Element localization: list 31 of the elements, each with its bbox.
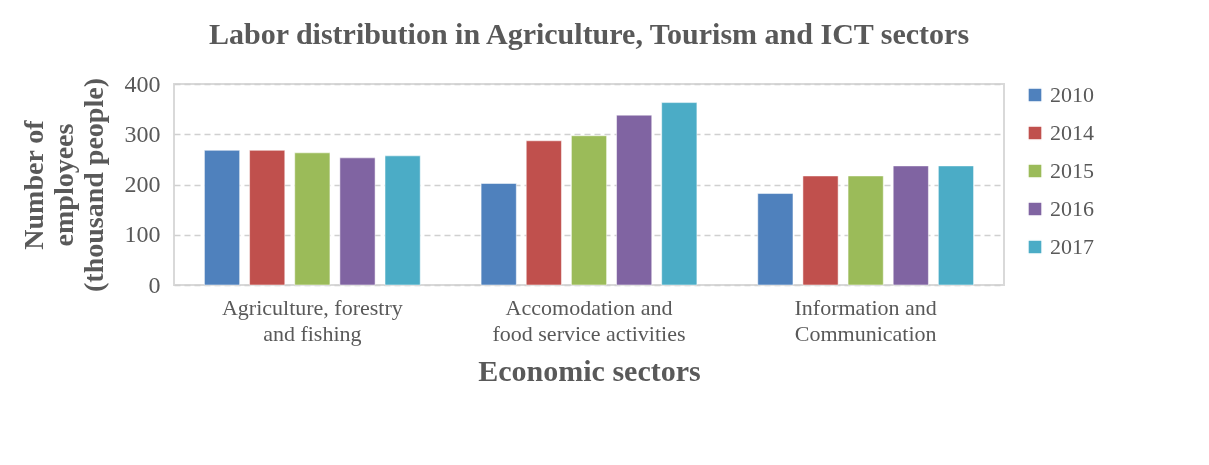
x-axis-title: Economic sectors bbox=[478, 353, 701, 387]
bar bbox=[384, 155, 421, 286]
x-tick-label: Information and Communication bbox=[794, 294, 937, 346]
y-tick-label: 0 bbox=[148, 271, 161, 298]
bar bbox=[802, 175, 839, 286]
y-tick-label: 100 bbox=[124, 221, 161, 248]
bar bbox=[525, 140, 562, 286]
bar bbox=[480, 183, 517, 286]
bar bbox=[203, 149, 241, 286]
bar bbox=[339, 157, 376, 286]
legend-label: 2014 bbox=[1050, 120, 1094, 145]
bar bbox=[847, 175, 884, 286]
x-tick-label: Agriculture, forestry and fishing bbox=[221, 294, 403, 346]
bar bbox=[570, 135, 608, 286]
bar bbox=[294, 152, 331, 286]
y-tick-label: 200 bbox=[124, 171, 161, 197]
legend-label: 2010 bbox=[1050, 82, 1094, 107]
bar bbox=[249, 149, 286, 286]
y-axis-title: Number of employees (thousand people) bbox=[17, 78, 109, 292]
chart-title: Labor distribution in Agriculture, Tourism and ICT sectors bbox=[208, 17, 970, 50]
bar bbox=[937, 165, 975, 286]
bar bbox=[757, 193, 794, 286]
bar bbox=[661, 102, 698, 286]
legend-label: 2015 bbox=[1050, 158, 1094, 183]
legend-label: 2017 bbox=[1050, 234, 1094, 259]
legend-label: 2016 bbox=[1050, 196, 1094, 221]
bar bbox=[892, 165, 929, 286]
y-tick-label: 300 bbox=[124, 120, 161, 147]
y-tick-label: 400 bbox=[124, 70, 161, 97]
bar bbox=[616, 114, 653, 286]
x-tick-label: Accomodation and food service activities bbox=[492, 294, 686, 346]
